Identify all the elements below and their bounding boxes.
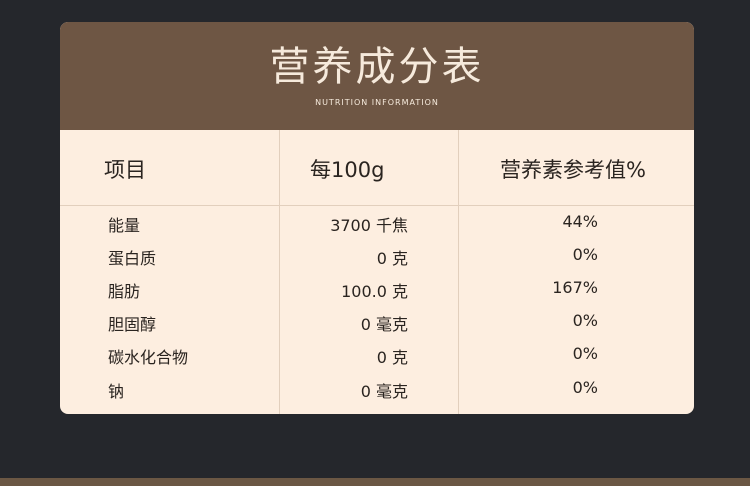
- card-header: 营养成分表 NUTRITION INFORMATION: [60, 22, 694, 130]
- per100g-value: 0 毫克: [360, 315, 408, 334]
- header-per100g: 每100g: [310, 158, 385, 182]
- nrv-value: 44%: [562, 212, 598, 231]
- nrv-value: 0%: [572, 311, 598, 330]
- header-nrv: 营养素参考值%: [500, 158, 646, 182]
- bottom-strip: [0, 478, 750, 486]
- nrv-value: 0%: [572, 245, 598, 264]
- table-header: 项目 每100g 营养素参考值%: [60, 130, 694, 206]
- nutrition-card: 营养成分表 NUTRITION INFORMATION 项目 每100g 营养素…: [60, 22, 694, 414]
- nutrient-name: 能量: [108, 216, 141, 235]
- nrv-value: 167%: [552, 278, 598, 297]
- nutrient-name: 钠: [108, 382, 125, 401]
- table-row: 脂肪 100.0 克 167%: [60, 278, 694, 311]
- nutrient-name: 脂肪: [108, 282, 141, 301]
- table-row: 蛋白质 0 克 0%: [60, 245, 694, 278]
- subtitle: NUTRITION INFORMATION: [315, 98, 439, 107]
- nutrient-name: 胆固醇: [108, 315, 157, 334]
- nutrient-name: 蛋白质: [108, 249, 157, 268]
- column-divider: [458, 130, 459, 414]
- column-divider: [279, 130, 280, 414]
- table-row: 碳水化合物 0 克 0%: [60, 344, 694, 377]
- per100g-value: 0 克: [376, 348, 408, 367]
- table-row: 胆固醇 0 毫克 0%: [60, 311, 694, 344]
- nrv-value: 0%: [572, 378, 598, 397]
- per100g-value: 3700 千焦: [330, 216, 408, 235]
- page-title: 营养成分表: [269, 44, 485, 90]
- nutrient-name: 碳水化合物: [108, 348, 189, 367]
- nrv-value: 0%: [572, 344, 598, 363]
- per100g-value: 0 克: [376, 249, 408, 268]
- header-item: 项目: [104, 158, 146, 182]
- table-row: 钠 0 毫克 0%: [60, 378, 694, 411]
- per100g-value: 0 毫克: [360, 382, 408, 401]
- per100g-value: 100.0 克: [341, 282, 408, 301]
- table-row: 能量 3700 千焦 44%: [60, 212, 694, 245]
